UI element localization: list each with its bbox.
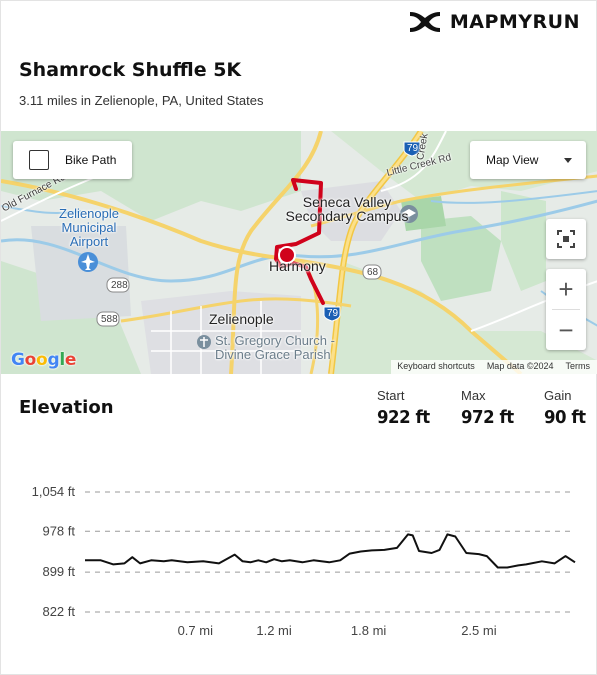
- elevation-chart: 1,054 ft 978 ft 899 ft 822 ft 0.7 mi 1.2 mi 1.…: [32, 484, 576, 638]
- y-tick-label: 822 ft: [42, 604, 75, 619]
- stat-gain-value: 90 ft: [544, 407, 586, 428]
- route-title: Shamrock Shuffle 5K: [19, 59, 242, 81]
- bike-path-label: Bike Path: [65, 153, 117, 167]
- zoom-control: + −: [546, 269, 586, 350]
- x-tick-label: 1.2 mi: [256, 623, 292, 638]
- fullscreen-icon: [557, 230, 575, 248]
- elevation-title: Elevation: [19, 397, 114, 418]
- zoom-out-button[interactable]: −: [558, 315, 574, 345]
- terms-link[interactable]: Terms: [565, 361, 591, 371]
- map-label-airport-line1: Zelienople: [59, 206, 119, 221]
- zoom-divider: [552, 309, 580, 310]
- map-label-church: St. Gregory Church - Divine Grace Parish: [215, 334, 335, 362]
- zoom-in-button[interactable]: +: [558, 274, 574, 304]
- under-armour-logo-icon: [409, 12, 440, 32]
- brand[interactable]: MAPMYRUN: [408, 11, 580, 33]
- brand-name: MAPMYRUN: [449, 11, 580, 33]
- map-view-label: Map View: [486, 153, 539, 167]
- stat-gain-label: Gain: [544, 388, 572, 403]
- y-tick-label: 899 ft: [42, 564, 75, 579]
- map-label-airport-line3: Airport: [69, 234, 109, 249]
- bike-path-toggle[interactable]: Bike Path: [13, 141, 132, 179]
- x-tick-label: 1.8 mi: [351, 623, 387, 638]
- keyboard-shortcuts-link[interactable]: Keyboard shortcuts: [397, 361, 475, 371]
- stat-gain: Gain 90 ft: [544, 388, 589, 428]
- fullscreen-button[interactable]: [546, 219, 586, 259]
- stat-max-value: 972 ft: [461, 407, 514, 428]
- map-data-text: Map data ©2024: [486, 361, 554, 371]
- map-label-zelienople: Zelienople: [209, 311, 274, 327]
- route-map[interactable]: Old Furnace Rd Zelienople Municipal Airp…: [1, 131, 597, 374]
- map-view-select[interactable]: Map View: [470, 141, 586, 179]
- map-attribution: Keyboard shortcuts Map data ©2024 Terms: [391, 360, 597, 374]
- map-label-i79-top: 79: [407, 143, 419, 154]
- stat-max: Max 972 ft: [461, 388, 518, 428]
- map-label-church-line2: Divine Grace Parish: [215, 347, 331, 362]
- google-logo: Google: [11, 350, 77, 370]
- x-tick-label: 2.5 mi: [461, 623, 497, 638]
- stat-start: Start 922 ft: [377, 388, 434, 428]
- map-label-rt288: 288: [111, 280, 128, 291]
- map-label-church-line1: St. Gregory Church -: [215, 333, 335, 348]
- stat-start-value: 922 ft: [377, 407, 430, 428]
- map-label-rt68: 68: [367, 267, 379, 278]
- route-subtitle: 3.11 miles in Zelienople, PA, United Sta…: [19, 93, 264, 108]
- map-label-seneca-line1: Seneca Valley: [302, 194, 392, 210]
- bike-path-checkbox[interactable]: [29, 150, 49, 170]
- y-tick-label: 1,054 ft: [32, 484, 76, 499]
- chevron-down-icon: [564, 158, 572, 163]
- map-label-seneca: Seneca Valley Secondary Campus: [277, 195, 417, 223]
- stat-max-label: Max: [461, 388, 486, 403]
- map-label-seneca-line2: Secondary Campus: [285, 208, 409, 224]
- elevation-line: [85, 533, 576, 569]
- map-label-i79-bottom: 79: [327, 308, 339, 319]
- map-label-rt588: 588: [101, 314, 118, 325]
- y-tick-label: 978 ft: [42, 523, 75, 538]
- stat-start-label: Start: [377, 388, 405, 403]
- map-label-airport: Zelienople Municipal Airport: [57, 207, 121, 249]
- map-label-harmony: Harmony: [269, 258, 326, 274]
- map-label-airport-line2: Municipal: [61, 220, 117, 235]
- x-tick-label: 0.7 mi: [178, 623, 214, 638]
